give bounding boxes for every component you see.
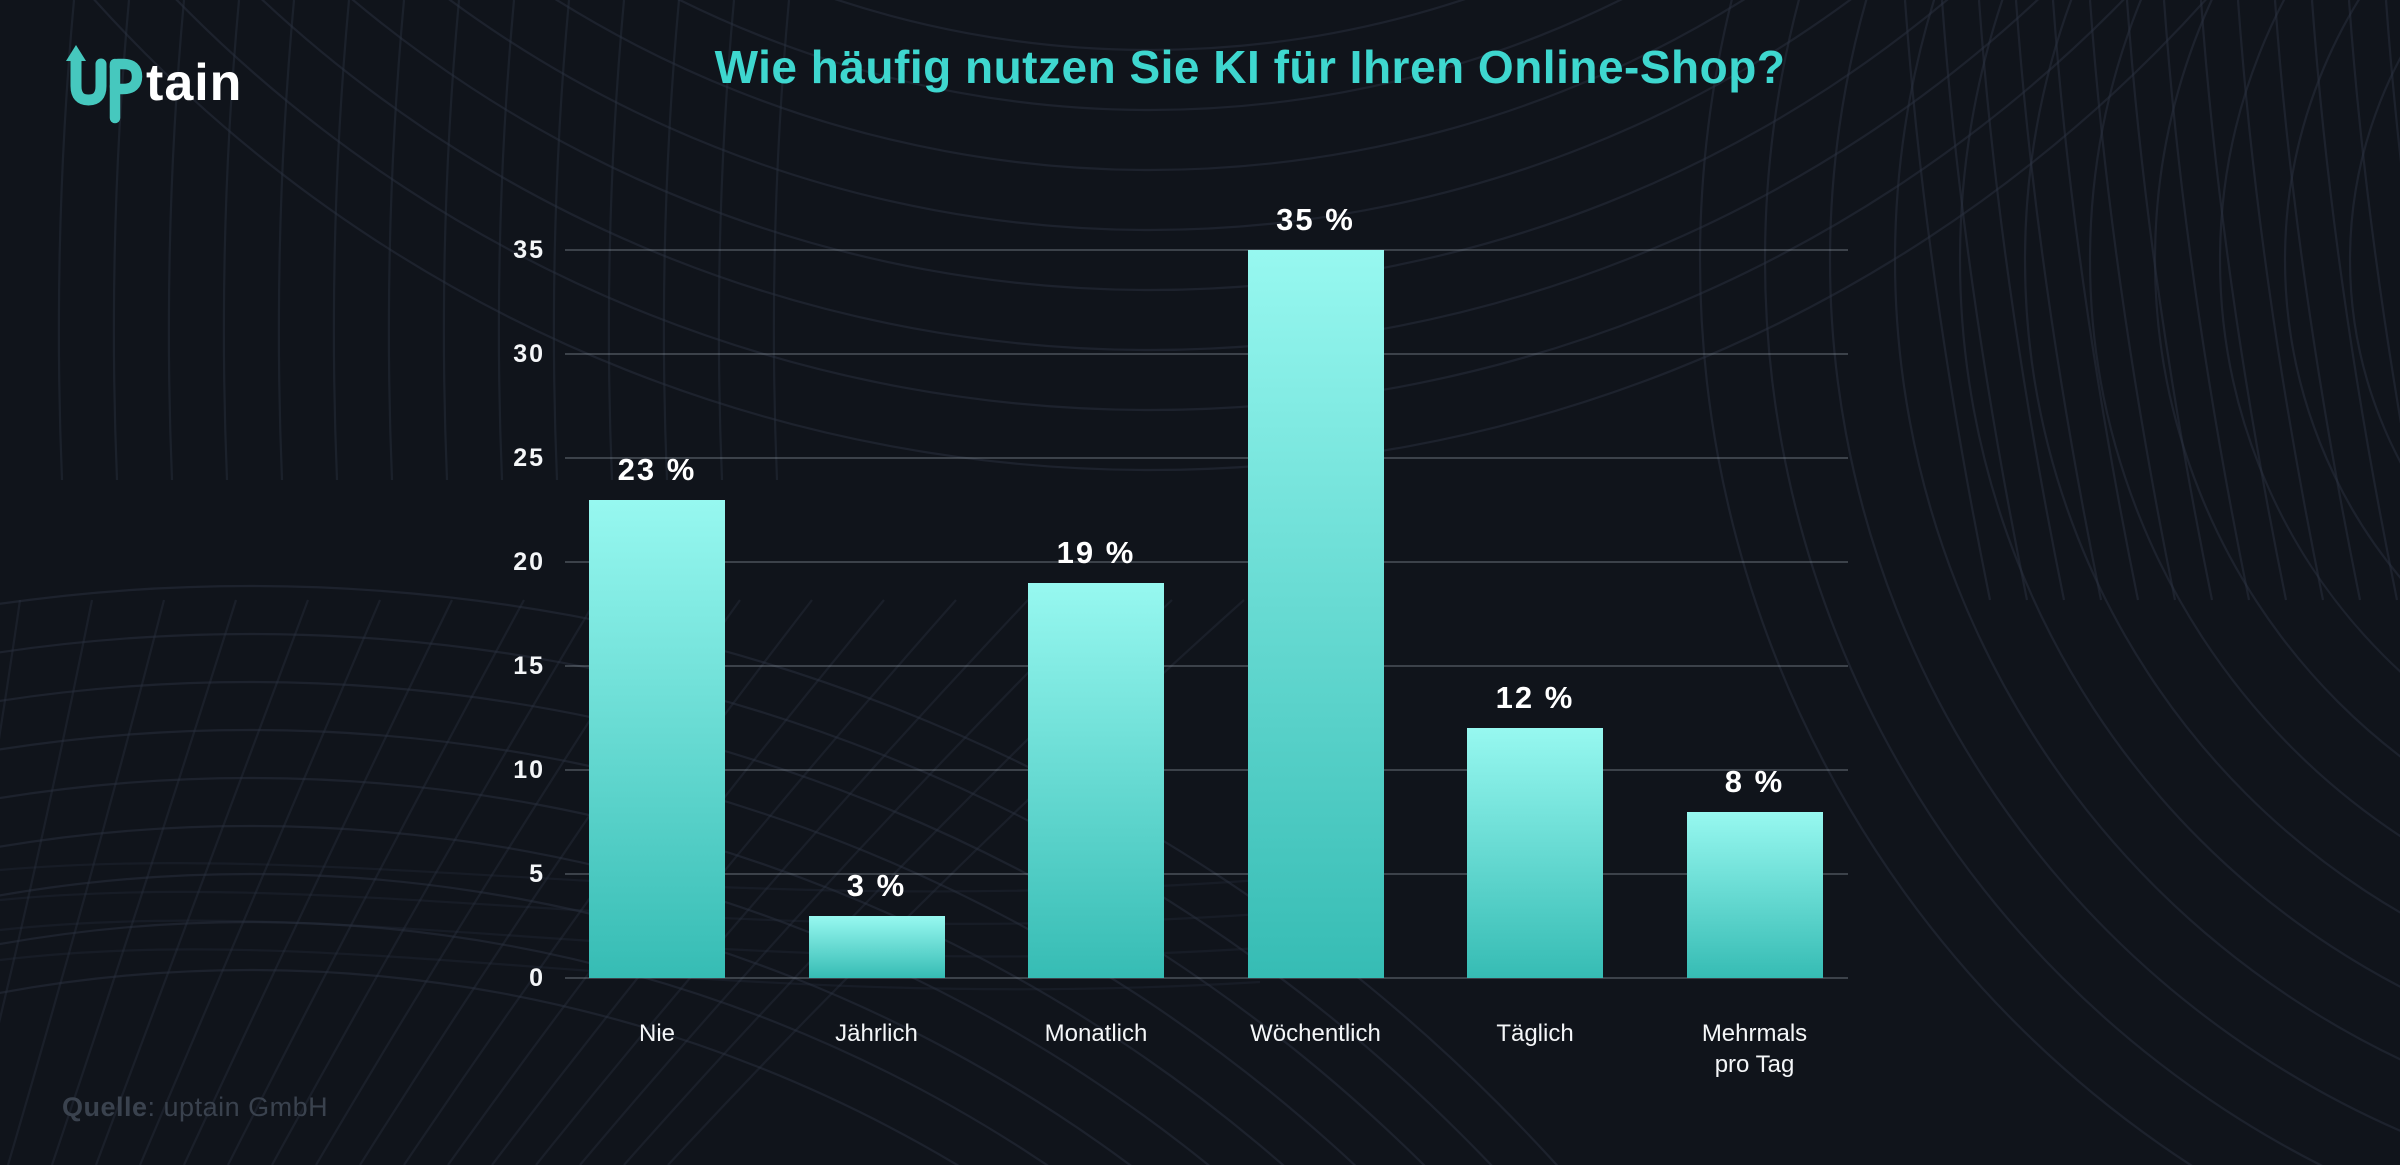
up-arrow-icon bbox=[66, 45, 143, 124]
bar bbox=[808, 915, 945, 978]
y-tick-label: 30 bbox=[513, 340, 545, 368]
bar-value-label: 23 % bbox=[617, 451, 697, 487]
gridline bbox=[565, 561, 1848, 563]
y-tick-label: 35 bbox=[513, 236, 545, 264]
bar bbox=[1247, 250, 1384, 978]
bar-category-label: Monatlich bbox=[1044, 1020, 1148, 1047]
bar-category-label: Nie bbox=[638, 1020, 675, 1047]
mesh-top-left bbox=[57, 0, 791, 481]
y-tick-label: 15 bbox=[513, 652, 545, 680]
gridline bbox=[565, 353, 1848, 355]
bar bbox=[1467, 728, 1603, 978]
bar-category-label: Jährlich bbox=[835, 1020, 918, 1047]
source-label: Quelle bbox=[62, 1092, 148, 1122]
y-tick-label: 10 bbox=[513, 756, 545, 784]
y-tick-label: 25 bbox=[513, 444, 545, 472]
mesh-waves bbox=[0, 862, 1261, 991]
gridline bbox=[565, 457, 1848, 459]
bar-value-label: 35 % bbox=[1276, 202, 1355, 237]
gridline bbox=[565, 769, 1848, 771]
mesh-right-arcs bbox=[1699, 0, 2400, 1165]
bar bbox=[1028, 582, 1164, 978]
bar bbox=[589, 499, 725, 978]
y-tick-label: 20 bbox=[513, 548, 545, 576]
bar-value-label: 3 % bbox=[846, 867, 907, 903]
source-value: : uptain GmbH bbox=[147, 1092, 329, 1122]
gridline bbox=[565, 977, 1848, 979]
bar-category-label: Wöchentlich bbox=[1250, 1020, 1381, 1047]
source-note: Quelle: uptain GmbH bbox=[62, 1092, 328, 1123]
uptain-logo: tain bbox=[66, 45, 242, 124]
gridline bbox=[565, 873, 1848, 875]
bar-value-label: 8 % bbox=[1724, 763, 1785, 799]
y-tick-label: 5 bbox=[529, 860, 545, 888]
bar-category-label: Täglich bbox=[1496, 1020, 1574, 1047]
plot-area: 0 5 10 15 20 25 30 35 23 % Nie 3 % Jährlich 19 % Mona… bbox=[513, 202, 1848, 1078]
gridline bbox=[565, 665, 1848, 667]
bar-value-label: 12 % bbox=[1495, 680, 1575, 716]
mesh-top-right bbox=[1903, 0, 2400, 601]
y-tick-label: 0 bbox=[529, 964, 545, 992]
gridline bbox=[565, 249, 1848, 251]
bar bbox=[1686, 811, 1823, 978]
mesh-bottom-left-arcs bbox=[0, 585, 1558, 1165]
bar-value-label: 19 % bbox=[1056, 534, 1136, 570]
mesh-top-arcs bbox=[93, 0, 2207, 471]
chart-title: Wie häufig nutzen Sie KI für Ihren Onlin… bbox=[714, 41, 1786, 93]
logo-text: tain bbox=[146, 54, 242, 112]
bar-category-label: Mehrmals pro Tag bbox=[1701, 1020, 1808, 1078]
